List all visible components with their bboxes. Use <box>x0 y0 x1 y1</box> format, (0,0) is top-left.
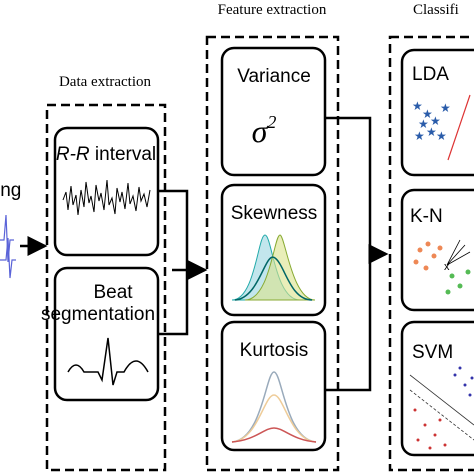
svg-text:★: ★ <box>412 99 423 113</box>
beat-signal <box>67 337 149 386</box>
stage-box <box>388 35 474 472</box>
step-box <box>220 46 327 177</box>
stage-title: Data extraction <box>59 74 152 90</box>
stage-box <box>45 103 167 472</box>
svg-text:★: ★ <box>436 129 447 143</box>
step-box <box>400 188 474 312</box>
header-left: ing <box>0 180 21 201</box>
svm-plot <box>409 366 474 450</box>
step-label: Beat <box>93 282 133 303</box>
svg-text:★: ★ <box>426 125 437 139</box>
knn-plot: x <box>413 239 471 295</box>
lda-plot: ★★★ ★★ ★★★ <box>412 94 471 161</box>
stage-title: Classifi <box>413 2 459 18</box>
svg-text:x: x <box>444 261 450 273</box>
svg-text:★: ★ <box>430 114 441 128</box>
svg-text:★: ★ <box>440 101 451 115</box>
step-label: Skewness <box>231 203 318 224</box>
step-label: R-R interval <box>56 144 156 165</box>
step-label: SVM <box>412 342 453 363</box>
step-box <box>220 320 327 452</box>
step-label: Kurtosis <box>240 340 309 361</box>
step-box <box>400 48 474 177</box>
step-box <box>220 183 327 317</box>
stage-title: Feature extraction <box>218 2 327 18</box>
symbol: σ2 <box>252 112 277 149</box>
svg-text:★: ★ <box>414 129 425 143</box>
connector <box>158 270 189 336</box>
svg-text:★: ★ <box>418 117 429 131</box>
step-label: Variance <box>237 66 311 87</box>
connector <box>158 189 189 270</box>
skew-curves <box>231 234 316 301</box>
stage-box <box>205 35 340 472</box>
kurt-curves <box>231 371 317 443</box>
connector <box>325 116 372 392</box>
ecg-left <box>0 214 16 279</box>
step-label: segmentation <box>41 304 155 325</box>
step-label: K-N <box>410 206 443 227</box>
svg-text:★: ★ <box>422 107 433 121</box>
rr-signal <box>62 179 151 216</box>
step-label: LDA <box>412 64 449 85</box>
step-box <box>400 320 474 457</box>
